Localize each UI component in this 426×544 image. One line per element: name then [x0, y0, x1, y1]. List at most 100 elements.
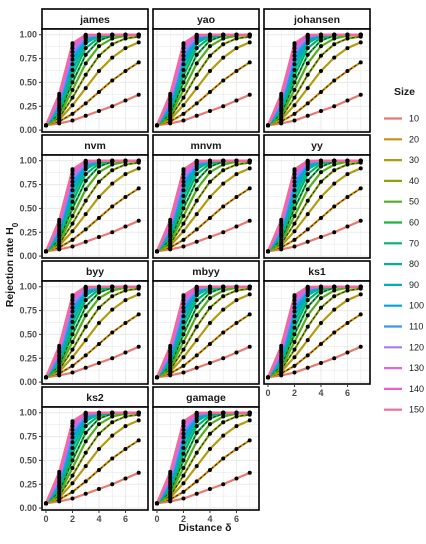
data-point-size-100	[292, 309, 297, 314]
data-point-size-150	[318, 32, 323, 37]
data-point-size-20	[70, 111, 75, 116]
data-point-size-20	[83, 227, 88, 232]
data-point-size-150	[168, 217, 173, 222]
data-point-size-150	[221, 410, 226, 415]
data-point-size-110	[181, 53, 186, 58]
data-point-size-130	[57, 96, 62, 101]
data-point-size-110	[168, 101, 173, 106]
data-point-size-150	[194, 410, 199, 415]
data-point-size-30	[234, 298, 239, 303]
data-point-size-50	[318, 44, 323, 49]
data-point-size-150	[305, 284, 310, 289]
data-point-size-80	[83, 167, 88, 172]
data-point-size-60	[279, 237, 284, 242]
data-point-size-90	[70, 440, 75, 445]
data-point-size-10	[110, 104, 115, 109]
data-point-size-30	[345, 172, 350, 177]
series-line-size-10	[267, 219, 362, 253]
data-point-size-130	[70, 424, 75, 429]
data-point-size-40	[110, 294, 115, 299]
series-line-size-30	[267, 167, 362, 253]
data-point-size-30	[332, 181, 337, 186]
data-point-size-130	[292, 298, 297, 303]
series-line-size-30	[267, 293, 362, 379]
data-point-size-30	[358, 166, 363, 171]
data-point-size-150	[110, 284, 115, 289]
series-line-size-150	[266, 285, 361, 378]
data-point-size-20	[136, 60, 141, 65]
data-point-size-30	[96, 194, 101, 199]
series-dashed-overlay-size-20	[45, 62, 139, 126]
data-point-size-40	[83, 324, 88, 329]
data-point-size-40	[221, 420, 226, 425]
data-point-size-80	[194, 41, 199, 46]
series-dashed-overlay-size-20	[156, 188, 250, 252]
data-point-size-20	[181, 237, 186, 242]
data-point-size-60	[207, 38, 212, 43]
data-point-size-30	[305, 212, 310, 217]
facet-strip-label: ks2	[86, 392, 104, 404]
y-tick-label: 0.50	[19, 77, 37, 87]
data-point-size-40	[181, 95, 186, 100]
data-point-size-10	[234, 98, 239, 103]
y-tick-label: 0.25	[19, 353, 37, 363]
y-axis-title: Rejection rate H0	[4, 222, 20, 307]
series-line-size-150	[155, 33, 250, 126]
data-point-size-20	[83, 101, 88, 106]
data-point-size-60	[57, 237, 62, 242]
data-point-size-20	[70, 363, 75, 368]
y-tick-label: 1.00	[19, 156, 37, 166]
data-point-size-150	[234, 32, 239, 37]
data-point-size-50	[221, 36, 226, 41]
data-point-size-50	[83, 439, 88, 444]
series-dashed-overlay-size-40	[45, 36, 139, 126]
data-point-size-20	[221, 78, 226, 83]
data-point-size-50	[194, 61, 199, 66]
data-point-size-80	[181, 320, 186, 325]
data-point-size-20	[221, 456, 226, 461]
data-point-size-150	[279, 91, 284, 96]
data-point-size-90	[292, 314, 297, 319]
data-point-size-30	[247, 40, 252, 45]
data-point-size-130	[57, 222, 62, 227]
data-point-size-150	[207, 410, 212, 415]
data-point-size-10	[123, 476, 128, 481]
data-point-size-120	[292, 49, 297, 54]
data-point-size-150	[207, 32, 212, 37]
data-point-size-20	[181, 489, 186, 494]
data-point-size-40	[292, 95, 297, 100]
data-point-size-90	[181, 314, 186, 319]
data-point-size-40	[345, 288, 350, 293]
series-dashed-overlay-size-40	[156, 36, 250, 126]
data-point-size-130	[70, 298, 75, 303]
data-point-size-80	[305, 293, 310, 298]
data-point-size-70	[194, 46, 199, 51]
data-point-size-10	[194, 491, 199, 496]
data-point-size-50	[292, 340, 297, 345]
data-point-size-130	[57, 474, 62, 479]
series-line-size-30	[156, 41, 251, 127]
y-tick-label: 1.00	[19, 282, 37, 292]
data-point-size-40	[234, 288, 239, 293]
data-point-size-150	[83, 32, 88, 37]
data-point-size-10	[136, 92, 141, 97]
data-point-size-120	[181, 427, 186, 432]
data-point-size-20	[345, 194, 350, 199]
data-point-size-70	[305, 46, 310, 51]
data-point-size-40	[207, 53, 212, 58]
data-point-size-20	[345, 68, 350, 73]
data-point-size-70	[83, 298, 88, 303]
data-point-size-150	[345, 158, 350, 163]
data-point-size-60	[57, 489, 62, 494]
data-point-size-10	[136, 344, 141, 349]
data-point-size-40	[207, 305, 212, 310]
data-point-size-20	[96, 341, 101, 346]
data-point-size-60	[181, 332, 186, 337]
series-line-size-10	[45, 471, 140, 505]
data-point-size-30	[318, 68, 323, 73]
data-point-size-40	[110, 420, 115, 425]
data-point-size-60	[168, 363, 173, 368]
data-point-size-20	[110, 78, 115, 83]
series-line-size-150	[155, 285, 250, 378]
y-axis-title-main: Rejection rate H	[4, 227, 16, 307]
